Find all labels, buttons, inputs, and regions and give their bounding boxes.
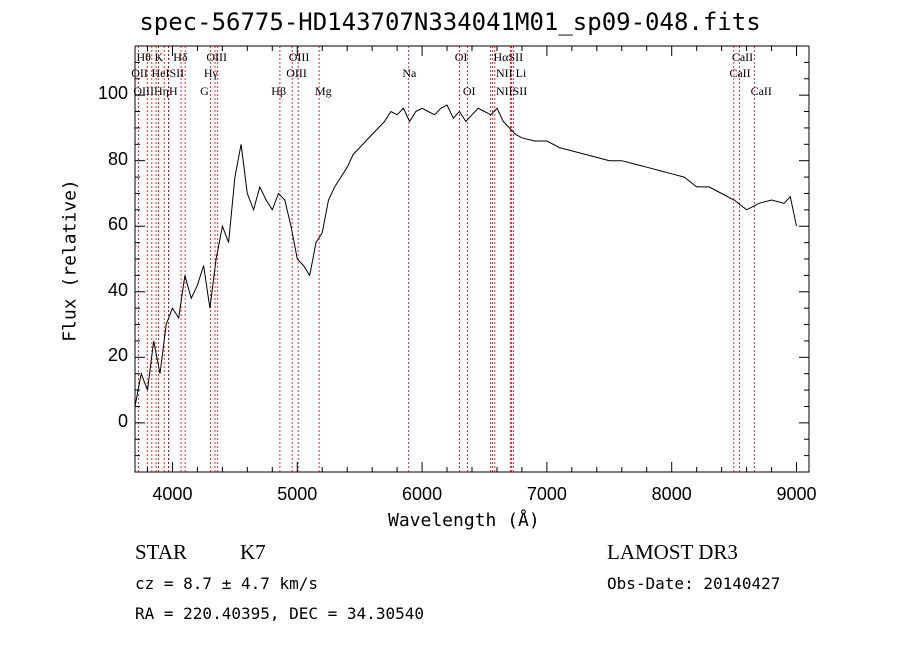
line-label: G bbox=[200, 84, 209, 98]
object-class: STAR bbox=[135, 540, 187, 564]
line-label: OIII bbox=[286, 66, 307, 80]
y-tick-label: 40 bbox=[107, 279, 128, 300]
line-label: CaII bbox=[731, 50, 754, 64]
line-label: CaII bbox=[729, 66, 751, 80]
plot-frame bbox=[134, 45, 810, 473]
y-tick-label: 60 bbox=[107, 214, 128, 235]
line-label: Mg bbox=[314, 84, 332, 98]
x-tick-label: 5000 bbox=[277, 484, 318, 504]
line-label: HαSII bbox=[493, 50, 524, 64]
line-label: OI bbox=[462, 84, 476, 98]
obs-date-label: Obs-Date: 20140427 bbox=[607, 574, 781, 593]
x-tick-label: 4000 bbox=[152, 484, 193, 504]
y-tick-label: 20 bbox=[107, 345, 128, 366]
x-tick-label: 9000 bbox=[776, 484, 817, 504]
line-label: OIIIHηH bbox=[133, 84, 178, 98]
line-label: Hθ bbox=[136, 50, 151, 64]
y-tick-label: 80 bbox=[107, 148, 128, 169]
survey-label: LAMOST DR3 bbox=[607, 540, 738, 564]
line-label: K bbox=[154, 50, 164, 64]
line-label: NIISII bbox=[495, 84, 528, 98]
line-label: OIII bbox=[288, 50, 310, 64]
axis-ticks bbox=[135, 46, 809, 472]
y-tick-label: 0 bbox=[117, 410, 128, 431]
line-label: Hγ bbox=[203, 66, 218, 80]
line-label: OII bbox=[131, 66, 148, 80]
line-label: OI bbox=[454, 50, 468, 64]
x-axis-label: Wavelength (Å) bbox=[388, 510, 540, 531]
object-subclass: K7 bbox=[240, 540, 266, 564]
line-label: Hβ bbox=[271, 84, 287, 98]
y-axis-label: Flux (relative) bbox=[59, 179, 81, 342]
x-tick-label: 6000 bbox=[402, 484, 443, 504]
redshift-label: cz = 8.7 ± 4.7 km/s bbox=[135, 574, 319, 593]
line-label: CaII bbox=[750, 84, 772, 98]
marker-lines bbox=[137, 46, 755, 472]
line-label: HeISII bbox=[151, 66, 185, 80]
x-tick-label: 8000 bbox=[651, 484, 692, 504]
line-label: OIII bbox=[206, 50, 228, 64]
y-tick-label: 100 bbox=[97, 83, 128, 104]
spectrum-series-line bbox=[134, 104, 797, 407]
line-label: NII Li bbox=[495, 66, 527, 80]
x-tick-label: 7000 bbox=[526, 484, 567, 504]
line-label: Na bbox=[402, 66, 417, 80]
chart-title: spec-56775-HD143707N334041M01_sp09-048.f… bbox=[139, 8, 761, 36]
line-label: Hδ bbox=[173, 50, 188, 64]
coordinates-label: RA = 220.40395, DEC = 34.30540 bbox=[135, 604, 424, 623]
